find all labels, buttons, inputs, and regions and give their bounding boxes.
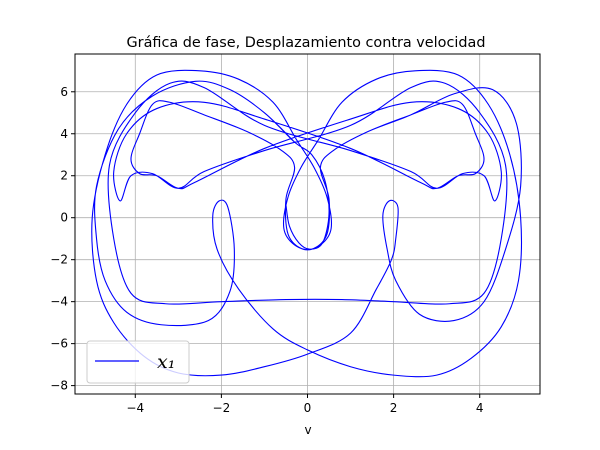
y-tick-label: −6 bbox=[50, 337, 68, 351]
y-tick-label: −2 bbox=[50, 253, 68, 267]
x-axis-label: v bbox=[304, 423, 311, 437]
y-tick-label: −8 bbox=[50, 379, 68, 393]
x-tick-label: −4 bbox=[126, 401, 144, 415]
legend: x₁ bbox=[86, 340, 190, 384]
legend-label-x1: x₁ bbox=[157, 351, 175, 373]
y-tick-label: −4 bbox=[50, 295, 68, 309]
y-tick-label: 6 bbox=[60, 85, 68, 99]
legend-box bbox=[86, 340, 190, 384]
grid bbox=[75, 54, 540, 394]
x-tick-label: −2 bbox=[213, 401, 231, 415]
x-axis-ticks: −4 −2 0 2 4 bbox=[126, 394, 484, 415]
series-line-x1 bbox=[91, 69, 522, 378]
x-tick-label: 4 bbox=[476, 401, 484, 415]
plot-area bbox=[91, 69, 522, 378]
y-tick-label: 0 bbox=[60, 211, 68, 225]
x-tick-label: 2 bbox=[390, 401, 398, 415]
y-tick-label: 2 bbox=[60, 169, 68, 183]
chart-title: Gráfica de fase, Desplazamiento contra v… bbox=[127, 35, 486, 51]
y-axis-ticks: −8 −6 −4 −2 0 2 4 6 bbox=[50, 85, 75, 393]
y-tick-label: 4 bbox=[60, 127, 68, 141]
x-tick-label: 0 bbox=[304, 401, 312, 415]
